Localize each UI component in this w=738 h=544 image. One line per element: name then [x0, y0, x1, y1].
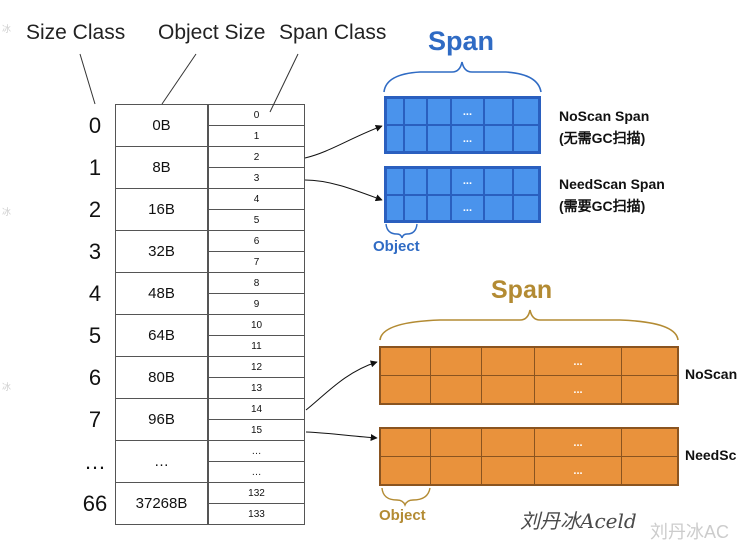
object-cell: [404, 99, 427, 124]
object-brace-top: [385, 223, 418, 239]
arrow-to-needscan-bottom: [305, 431, 378, 442]
ellipsis-cell: ...: [452, 99, 483, 124]
object-cell: [428, 169, 451, 194]
size-class-number: 66: [82, 491, 108, 516]
noscan-span-blue: ... ...: [384, 96, 541, 154]
object-cell: [428, 99, 451, 124]
object-cell: [514, 169, 538, 194]
noscan-span-sub-top: (无需GC扫描): [559, 130, 646, 146]
object-cell: [381, 429, 430, 456]
object-cell: [484, 99, 513, 124]
object-cell: [484, 195, 513, 220]
span-class-header: Span Class: [279, 21, 387, 44]
object-cell: [622, 376, 677, 403]
object-cell: [381, 348, 430, 375]
ellipsis-cell: ...: [534, 457, 622, 484]
object-cell: [381, 457, 430, 484]
object-cell: [430, 376, 481, 403]
object-label-top: Object: [373, 238, 420, 255]
object-cell: [428, 195, 451, 220]
needscan-span-orange: ... ...: [379, 427, 679, 486]
size-class-header: Size Class: [26, 21, 126, 44]
object-cell: [481, 348, 534, 375]
size-class-number: 0: [88, 113, 102, 138]
object-size-cell: 37268B: [115, 482, 208, 525]
span-class-cell: 133: [208, 503, 305, 525]
watermark-fragment: 冰: [2, 24, 12, 34]
size-class-number: 6: [88, 365, 102, 390]
object-cell: [622, 348, 677, 375]
arrow-to-noscan-top: [304, 124, 383, 159]
size-class-number: …: [84, 449, 106, 474]
object-cell: [481, 376, 534, 403]
object-cell: [404, 195, 427, 220]
object-cell: [481, 457, 534, 484]
object-cell: [622, 457, 677, 484]
span-brace-top: [383, 61, 542, 93]
object-cell: [430, 348, 481, 375]
needscan-label-bottom: NeedSc: [685, 447, 737, 463]
size-class-number: 5: [88, 323, 102, 348]
object-cell: [404, 169, 427, 194]
object-size-leader: [161, 53, 197, 105]
span-title-bottom: Span: [491, 276, 553, 304]
ellipsis-cell: ...: [452, 126, 483, 151]
span-class-leader: [269, 53, 299, 113]
ellipsis-cell: ...: [452, 169, 483, 194]
corner-watermark: 刘丹冰AC: [650, 522, 730, 542]
object-cell: [484, 126, 513, 151]
size-class-number: 4: [88, 281, 102, 306]
object-cell: [387, 99, 403, 124]
arrow-to-needscan-top: [304, 179, 383, 202]
object-cell: [404, 126, 427, 151]
object-size-header: Object Size: [158, 21, 266, 44]
object-cell: [430, 457, 481, 484]
ellipsis-cell: ...: [534, 376, 622, 403]
ellipsis-cell: ...: [534, 429, 622, 456]
object-cell: [387, 195, 403, 220]
size-class-leader: [79, 53, 96, 105]
object-cell: [430, 429, 481, 456]
ellipsis-cell: ...: [452, 195, 483, 220]
needscan-span-blue: ... ...: [384, 166, 541, 223]
object-cell: [622, 429, 677, 456]
ellipsis-cell: ...: [534, 348, 622, 375]
size-class-number: 2: [88, 197, 102, 222]
object-cell: [387, 126, 403, 151]
noscan-span-label-top: NoScan Span: [559, 108, 650, 124]
size-class-number: 7: [88, 407, 102, 432]
object-cell: [387, 169, 403, 194]
object-cell: [514, 126, 538, 151]
size-class-number: 1: [88, 155, 102, 180]
object-cell: [428, 126, 451, 151]
object-cell: [514, 195, 538, 220]
noscan-label-bottom: NoScan: [685, 366, 738, 382]
needscan-span-label-top: NeedScan Span: [559, 176, 665, 192]
span-title-top: Span: [428, 26, 495, 56]
noscan-span-orange: ... ...: [379, 346, 679, 405]
arrow-to-noscan-bottom: [305, 360, 378, 411]
object-cell: [484, 169, 513, 194]
size-class-number: 3: [88, 239, 102, 264]
object-brace-bottom: [381, 487, 431, 507]
watermark-fragment: 冰: [2, 207, 12, 217]
needscan-span-sub-top: (需要GC扫描): [559, 198, 646, 214]
signature-watermark: 刘丹冰Aceld: [520, 509, 637, 533]
watermark-fragment: 冰: [2, 382, 12, 392]
span-brace-bottom: [379, 309, 679, 341]
object-cell: [381, 376, 430, 403]
object-cell: [481, 429, 534, 456]
object-label-bottom: Object: [379, 507, 426, 524]
object-cell: [514, 99, 538, 124]
